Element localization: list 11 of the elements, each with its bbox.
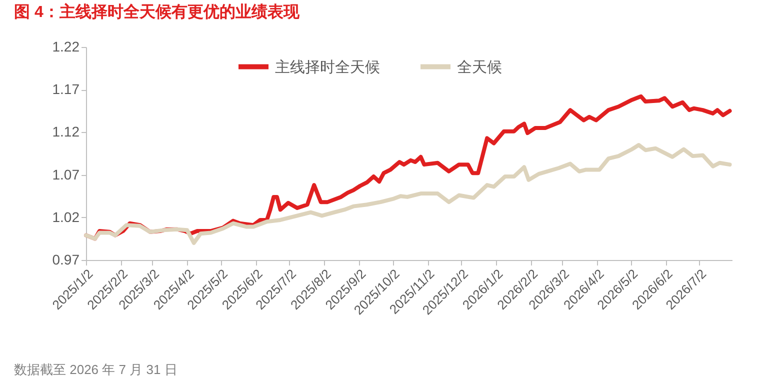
text: 数据截至 2026 年 7 月 31 日 [14, 362, 178, 377]
chart-title: 图 4：主线择时全天候有更优的业绩表现 [14, 2, 300, 21]
y-tick-label: 1.17 [52, 81, 80, 98]
legend-label: 主线择时全天候 [275, 58, 380, 76]
y-tick-label: 0.97 [52, 252, 80, 268]
y-tick-label: 1.02 [52, 208, 80, 225]
y-tick-label: 1.07 [52, 166, 80, 182]
y-tick-label: 1.12 [52, 124, 80, 140]
y-tick-label: 1.22 [52, 38, 80, 54]
legend-label: 全天候 [457, 58, 502, 76]
line-series [84, 142, 732, 245]
